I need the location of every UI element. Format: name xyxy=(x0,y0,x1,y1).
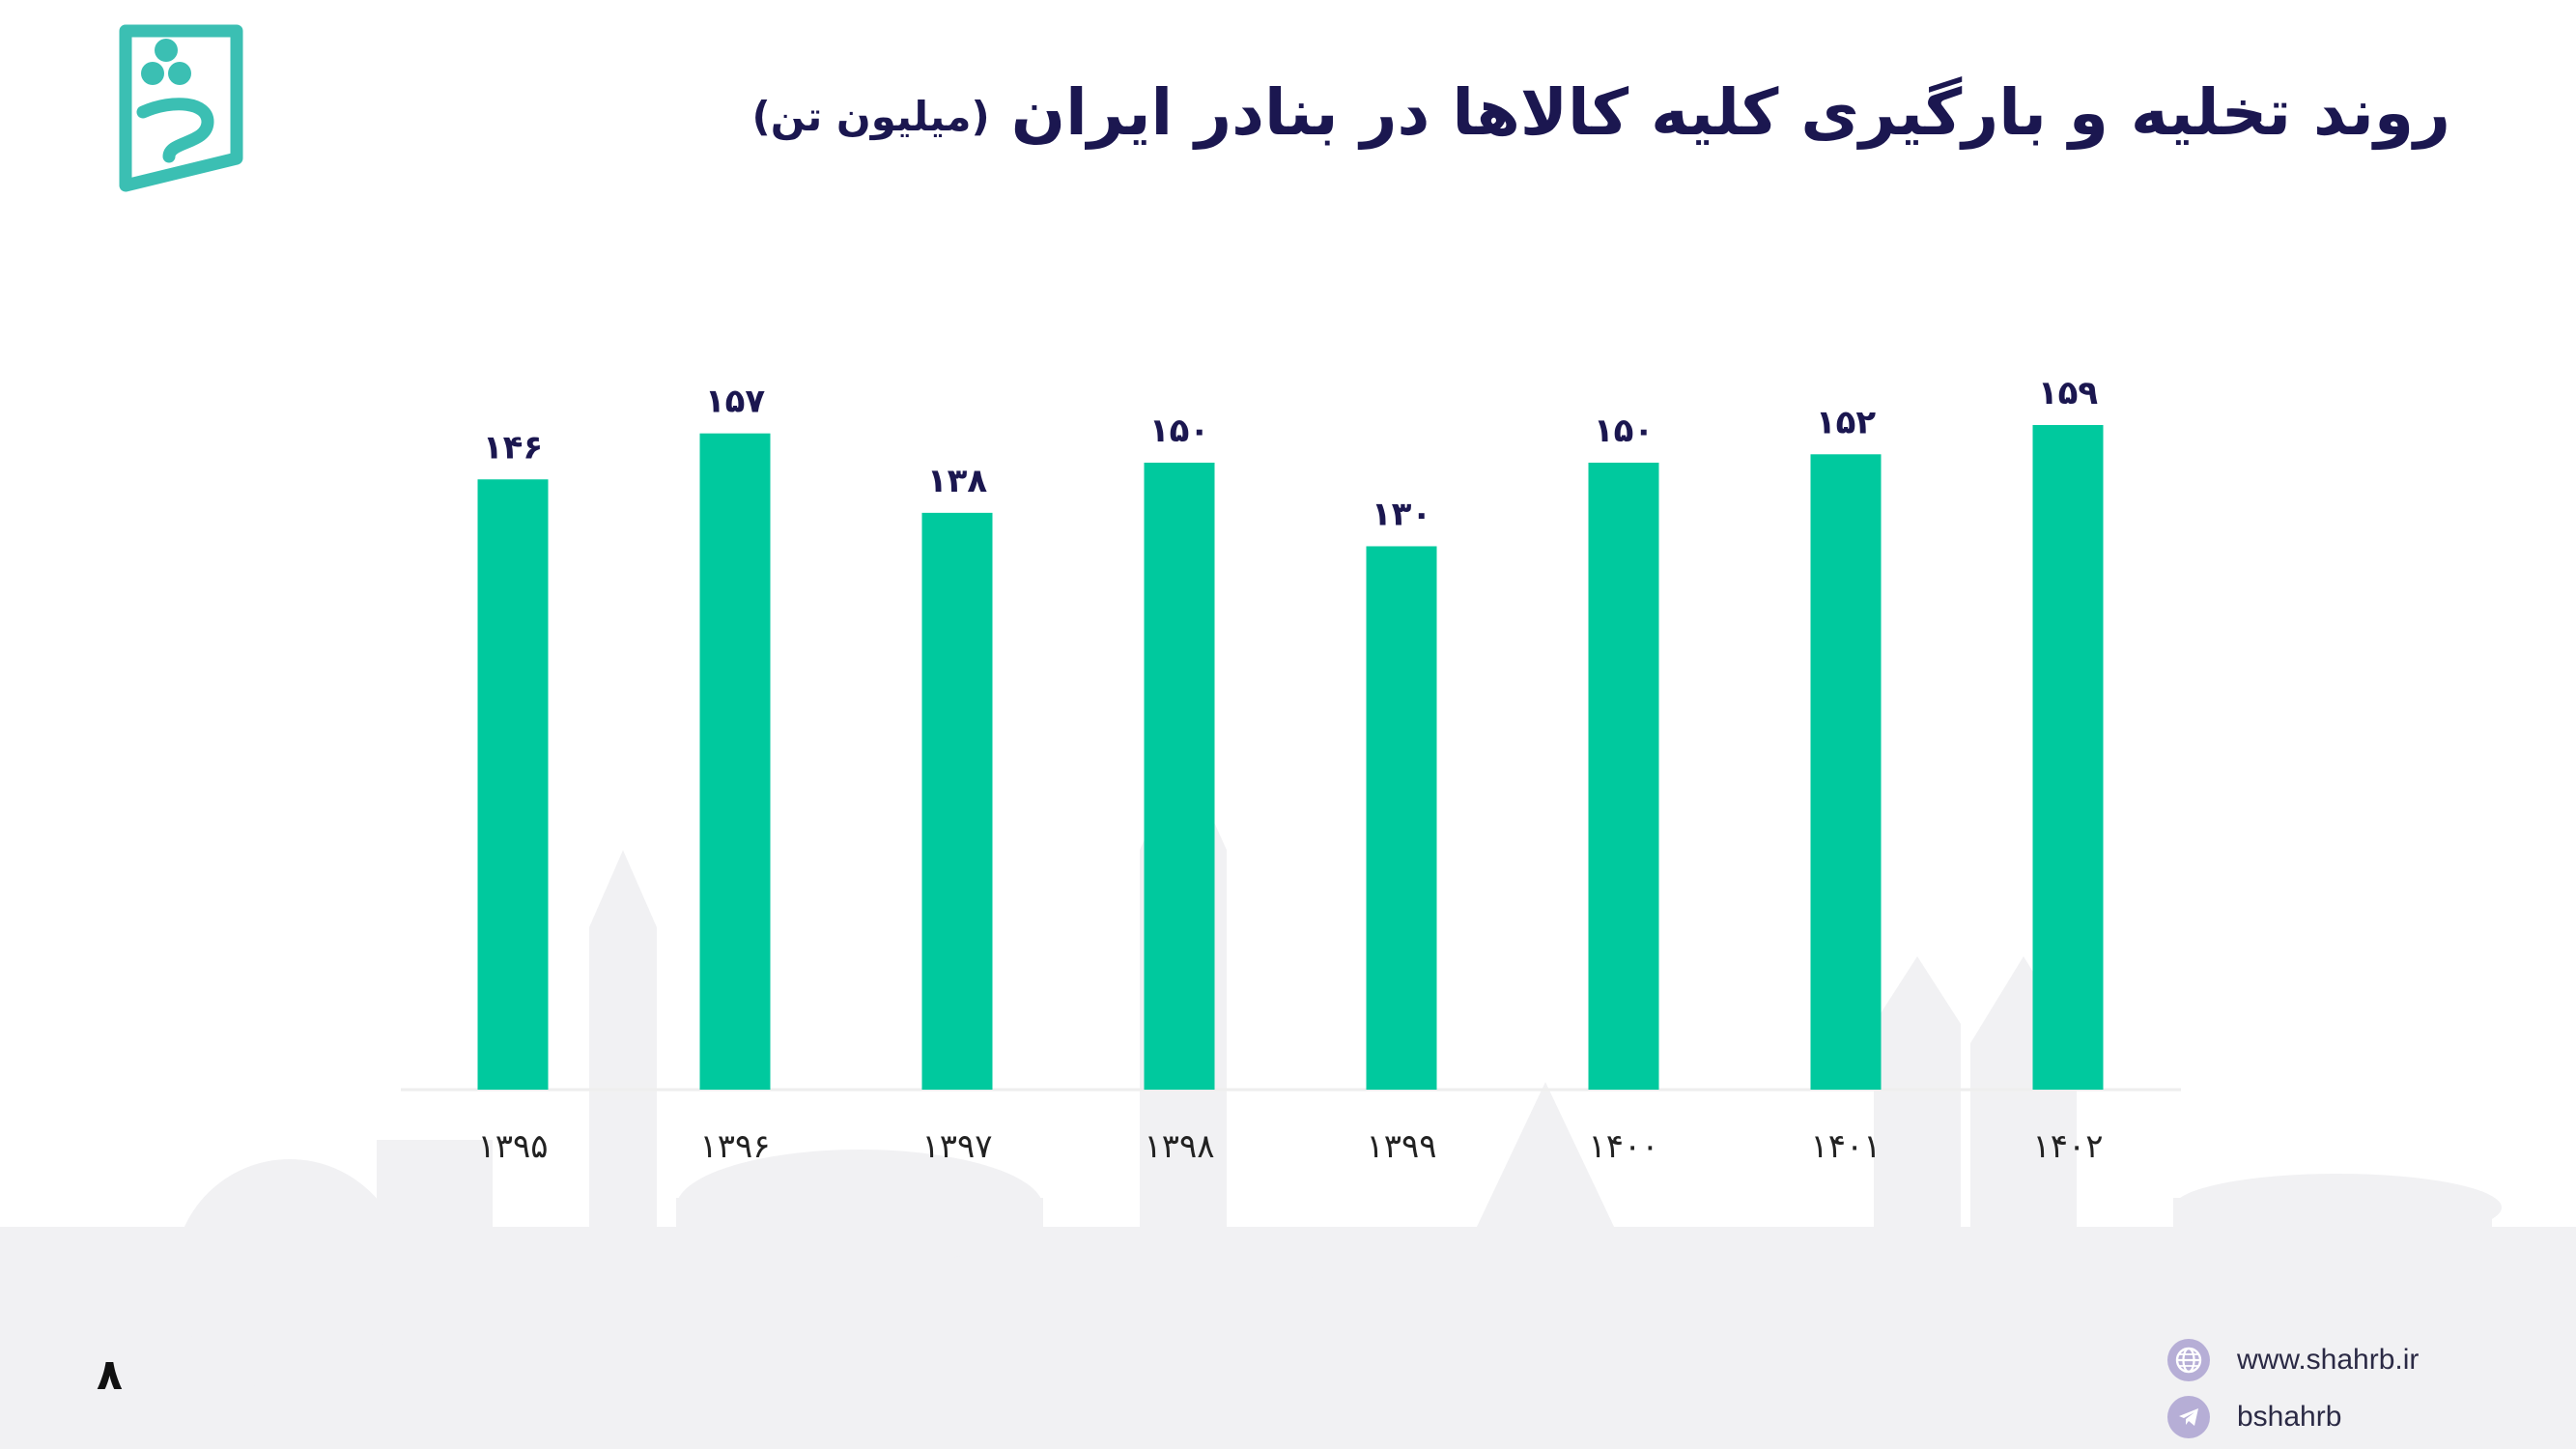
page-number: ۸ xyxy=(97,1350,123,1400)
bar-2 xyxy=(699,433,771,1091)
value-label-1: ۱۴۶ xyxy=(483,428,543,467)
value-label-2: ۱۵۷ xyxy=(705,383,766,421)
website-contact[interactable]: www.shahrb.ir xyxy=(2167,1336,2419,1384)
chart-title-text: روند تخلیه و بارگیری کلیه کالاها در بناد… xyxy=(1010,75,2450,150)
bar-3 xyxy=(921,512,993,1090)
globe-icon xyxy=(2167,1339,2210,1381)
bar-5 xyxy=(1366,546,1437,1090)
brand-logo-icon xyxy=(119,24,243,192)
value-label-8: ۱۵۹ xyxy=(2038,374,2099,412)
category-labels-layer: ۱۳۹۵ ۱۳۹۶ ۱۳۹۷ ۱۳۹۸ ۱۳۹۹ ۱۴۰۰ ۱۴۰۱ ۱۴۰۲ xyxy=(477,1127,2103,1166)
value-labels-layer: ۱۴۶ ۱۵۷ ۱۳۸ ۱۵۰ ۱۳۰ ۱۵۰ ۱۵۲ ۱۵۹ xyxy=(483,374,2099,533)
chart-title: روند تخلیه و بارگیری کلیه کالاها در بناد… xyxy=(752,60,2450,170)
bar-6 xyxy=(1588,462,1659,1091)
value-label-7: ۱۵۲ xyxy=(1816,403,1877,441)
category-label-4: ۱۳۹۸ xyxy=(1144,1127,1214,1166)
category-label-2: ۱۳۹۶ xyxy=(699,1127,770,1166)
bars-layer xyxy=(477,425,2104,1091)
category-label-8: ۱۴۰۲ xyxy=(2032,1127,2103,1166)
category-label-7: ۱۴۰۱ xyxy=(1810,1127,1881,1166)
bar-1 xyxy=(477,479,549,1090)
category-label-3: ۱۳۹۷ xyxy=(921,1127,992,1166)
category-label-1: ۱۳۹۵ xyxy=(477,1127,548,1166)
bar-4 xyxy=(1144,462,1215,1091)
bar-7 xyxy=(1810,454,1882,1090)
category-label-6: ۱۴۰۰ xyxy=(1588,1127,1658,1166)
telegram-contact[interactable]: bshahrb xyxy=(2167,1393,2341,1441)
value-label-3: ۱۳۸ xyxy=(927,462,988,500)
value-label-4: ۱۵۰ xyxy=(1149,412,1209,450)
value-label-5: ۱۳۰ xyxy=(1372,495,1431,533)
category-label-5: ۱۳۹۹ xyxy=(1366,1127,1436,1166)
chart-subtitle: (میلیون تن) xyxy=(751,93,990,140)
website-link[interactable]: www.shahrb.ir xyxy=(2237,1344,2420,1376)
bar-8 xyxy=(2032,425,2104,1090)
telegram-icon xyxy=(2167,1396,2210,1438)
value-label-6: ۱۵۰ xyxy=(1594,412,1654,450)
telegram-handle[interactable]: bshahrb xyxy=(2237,1401,2342,1433)
